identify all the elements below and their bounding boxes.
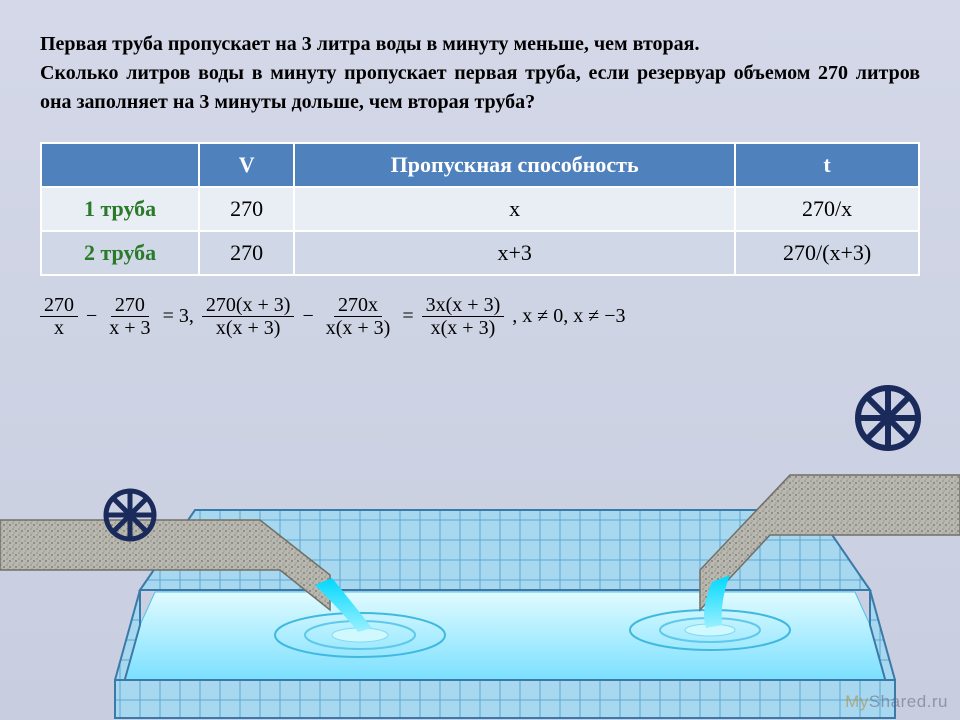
row2-v: 270 bbox=[199, 231, 294, 275]
table-header-row: V Пропускная способность t bbox=[41, 143, 919, 187]
fraction: 270 x bbox=[40, 294, 78, 339]
watermark: MyShared.ru bbox=[845, 692, 948, 712]
valve-wheel-icon bbox=[858, 388, 918, 448]
fraction: 270 x + 3 bbox=[105, 294, 154, 339]
th-empty bbox=[41, 143, 199, 187]
fraction: 270(x + 3) x(x + 3) bbox=[202, 294, 295, 339]
row1-label: 1 труба bbox=[41, 187, 199, 231]
row2-t: 270/(x+3) bbox=[735, 231, 919, 275]
valve-wheel-icon bbox=[106, 491, 154, 539]
problem-statement: Первая труба пропускает на 3 литра воды … bbox=[0, 0, 960, 132]
row2-label: 2 труба bbox=[41, 231, 199, 275]
fraction: 270x x(x + 3) bbox=[322, 294, 395, 339]
row1-v: 270 bbox=[199, 187, 294, 231]
pool-illustration bbox=[0, 360, 960, 720]
row1-t: 270/x bbox=[735, 187, 919, 231]
problem-line-1: Первая труба пропускает на 3 литра воды … bbox=[40, 33, 699, 55]
equation: 270 x − 270 x + 3 = 3, 270(x + 3) x(x + … bbox=[40, 294, 920, 339]
fraction: 3x(x + 3) x(x + 3) bbox=[422, 294, 505, 339]
table-row: 2 труба 270 x+3 270/(x+3) bbox=[41, 231, 919, 275]
th-rate: Пропускная способность bbox=[294, 143, 735, 187]
row2-rate: x+3 bbox=[294, 231, 735, 275]
table-row: 1 труба 270 x 270/x bbox=[41, 187, 919, 231]
th-volume: V bbox=[199, 143, 294, 187]
problem-line-2: Сколько литров воды в минуту пропускает … bbox=[40, 62, 920, 113]
data-table: V Пропускная способность t 1 труба 270 x… bbox=[40, 142, 920, 276]
th-time: t bbox=[735, 143, 919, 187]
row1-rate: x bbox=[294, 187, 735, 231]
